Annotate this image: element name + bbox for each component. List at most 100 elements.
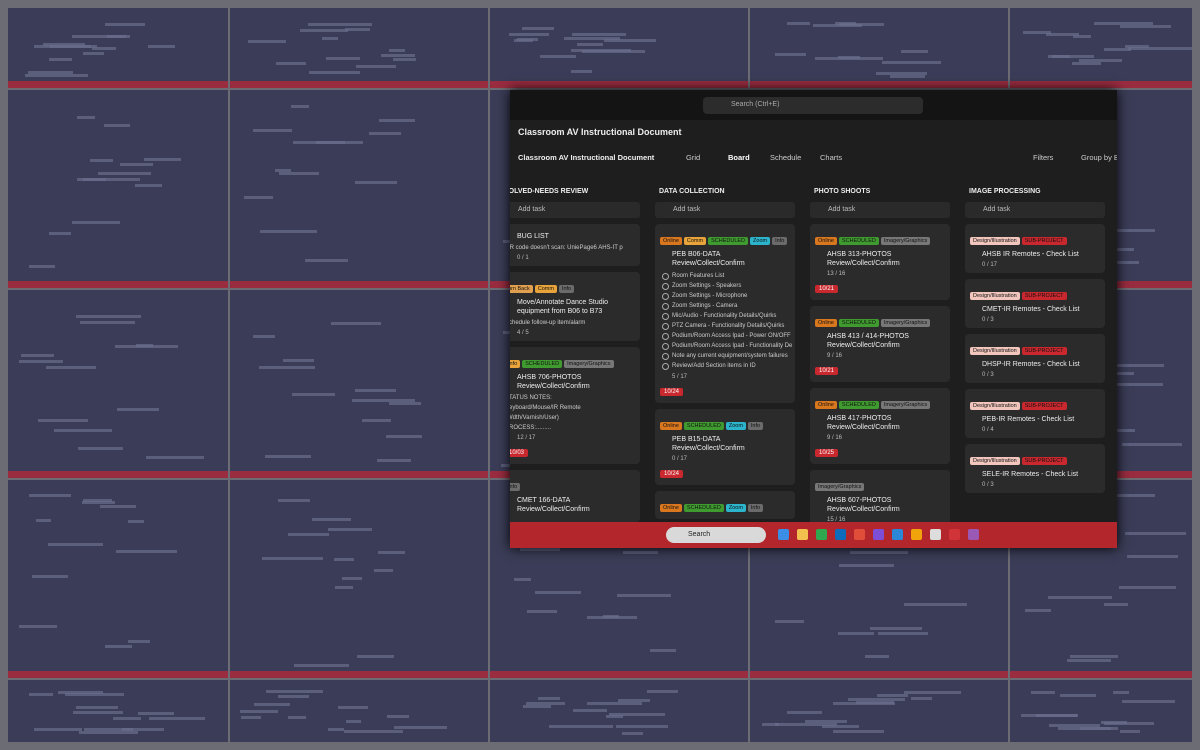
label: Design/Illustration: [970, 237, 1020, 245]
add-task-button[interactable]: Add task: [655, 202, 795, 218]
due-date: 10/24: [660, 388, 684, 396]
label-row: Design/Illustration SUB-PROJECT: [970, 284, 1100, 302]
label: Zoom: [725, 504, 746, 512]
taskbar-search[interactable]: Search: [666, 527, 766, 543]
label-row: Online SCHEDULED Imagery/Graphics: [815, 311, 945, 329]
task-card[interactable]: Online Comm SCHEDULED Zoom Info PEB B06-DATA …: [655, 224, 795, 403]
checklist-progress: 0 / 3: [982, 372, 994, 378]
background-tile: [8, 680, 228, 742]
label-row: InfoSCHEDULEDImagery/Graphics: [510, 352, 635, 370]
checklist-item[interactable]: Mic/Audio - Functionality Details/Quirks: [660, 311, 790, 321]
taskbar-icon[interactable]: [930, 529, 941, 540]
view-tab[interactable]: Schedule: [770, 153, 802, 162]
taskbar-icon[interactable]: [911, 529, 922, 540]
task-card[interactable]: InfoSCHEDULEDImagery/Graphics AHSB 706-PH…: [510, 347, 640, 464]
taskbar-icon[interactable]: [873, 529, 884, 540]
add-task-button[interactable]: Add task: [810, 202, 950, 218]
taskbar-icon[interactable]: [797, 529, 808, 540]
board-column: IMAGE PROCESSING Add task Design/Illustrat…: [965, 188, 1105, 522]
view-tab[interactable]: Grid: [686, 153, 701, 162]
group-by-button[interactable]: Group by B: [1081, 153, 1117, 162]
card-title: PEB B15-DATA Review/Collect/Confirm: [672, 436, 745, 452]
task-card[interactable]: Design/Illustration SUB-PROJECT AHSB IR Re…: [965, 224, 1105, 273]
taskbar-icon[interactable]: [835, 529, 846, 540]
taskbar-icon[interactable]: [968, 529, 979, 540]
taskbar-icon[interactable]: [816, 529, 827, 540]
checklist-progress: 9 / 16: [827, 353, 843, 359]
task-card[interactable]: Online SCHEDULED Imagery/Graphics AHSB 413 …: [810, 306, 950, 382]
card-note: PROCESS:.........: [510, 425, 552, 431]
taskbar-icon[interactable]: [949, 529, 960, 540]
task-card[interactable]: Imagery/Graphics AHSB 607-PHOTOS Review/C…: [810, 470, 950, 522]
due-date: 10/03: [510, 449, 529, 457]
checklist-progress: 9 / 16: [827, 435, 843, 441]
label-row: Design/Illustration SUB-PROJECT: [970, 229, 1100, 247]
task-card[interactable]: urn Back Comm Info Move/Annotate Dance Stud…: [510, 272, 640, 341]
label: Design/Illustration: [970, 347, 1020, 355]
add-task-button[interactable]: Add task: [510, 202, 640, 218]
checklist-progress: 0 / 3: [982, 317, 994, 323]
board-column: SOLVED-NEEDS REVIEW Add task BUG LIST QR co…: [510, 188, 640, 522]
checklist-item[interactable]: Podium/Room Access Ipad - Power ON/OFF: [660, 331, 791, 341]
label: Imagery/Graphics: [815, 483, 865, 491]
checklist-item[interactable]: Zoom Settings - Camera: [660, 301, 790, 311]
label: Online: [815, 401, 837, 409]
label: SCHEDULED: [683, 422, 724, 430]
card-note: Schedule follow-up item/alarm: [510, 320, 586, 326]
task-card[interactable]: Design/Illustration SUB-PROJECT DHSP-IR Re…: [965, 334, 1105, 383]
label: Imagery/Graphics: [880, 319, 931, 327]
label: SUB-PROJECT: [1021, 457, 1067, 465]
task-card[interactable]: Online SCHEDULED Zoom Info: [655, 491, 795, 519]
card-title: AHSB 607-PHOTOS Review/Collect/Confirm: [827, 497, 900, 513]
task-card[interactable]: Info CMET 166-DATA Review/Collect/Confirm: [510, 470, 640, 522]
add-task-button[interactable]: Add task: [965, 202, 1105, 218]
checklist-item[interactable]: Room Features List: [660, 271, 790, 281]
checklist-item[interactable]: Podium/Room Access Ipad - Functionality …: [660, 341, 792, 351]
task-card[interactable]: BUG LIST QR code doesn't scan: UniePage6 …: [510, 224, 640, 266]
card-title: AHSB 413 / 414-PHOTOS Review/Collect/Con…: [827, 333, 909, 349]
label: Online: [660, 237, 682, 245]
task-card[interactable]: Design/Illustration SUB-PROJECT SELE-IR Re…: [965, 444, 1105, 493]
due-date: 10/25: [815, 449, 839, 457]
label-row: Design/Illustration SUB-PROJECT: [970, 339, 1100, 357]
taskbar-icon[interactable]: [778, 529, 789, 540]
card-title: DHSP-IR Remotes - Check List: [982, 361, 1080, 368]
label: Info: [772, 237, 788, 245]
taskbar-icon[interactable]: [854, 529, 865, 540]
checklist-item[interactable]: Review/Add Section items in ID: [660, 361, 790, 371]
taskbar: Search: [510, 522, 1117, 548]
label-row: urn Back Comm Info: [510, 277, 635, 295]
search-box[interactable]: Search (Ctrl+E): [703, 97, 923, 114]
view-tab[interactable]: Charts: [820, 153, 843, 162]
card-title: PEB B06-DATA Review/Collect/Confirm: [672, 251, 745, 267]
task-card[interactable]: Online SCHEDULED Imagery/Graphics AHSB 313-…: [810, 224, 950, 300]
label-row: Online SCHEDULED Zoom Info: [660, 414, 790, 432]
checklist-progress: 4 / 5: [517, 330, 529, 336]
card-note: QR code doesn't scan: UniePage6 AHS-IT p: [510, 245, 623, 251]
label-row: Imagery/Graphics: [815, 475, 945, 493]
checklist-item[interactable]: Zoom Settings - Speakers: [660, 281, 790, 291]
checklist-item[interactable]: PTZ Camera - Functionality Details/Quirk…: [660, 321, 790, 331]
checklist-progress: 0 / 3: [982, 482, 994, 488]
label-row: Info: [510, 475, 635, 493]
background-tile: [230, 8, 488, 88]
card-note: Keyboard/Mouse/IR Remote: [510, 405, 581, 411]
card-title: AHSB 706-PHOTOS Review/Collect/Confirm: [517, 374, 590, 390]
checklist-item[interactable]: Note any current equipment/system failur…: [660, 351, 790, 361]
task-card[interactable]: Design/Illustration SUB-PROJECT PEB-IR Rem…: [965, 389, 1105, 438]
view-tab[interactable]: Board: [728, 153, 750, 162]
task-card[interactable]: Online SCHEDULED Imagery/Graphics AHSB 417-…: [810, 388, 950, 464]
label-row: Online SCHEDULED Imagery/Graphics: [815, 393, 945, 411]
toolbar: Classroom AV Instructional Document Grid…: [518, 153, 1117, 167]
taskbar-icon[interactable]: [892, 529, 903, 540]
column-header: PHOTO SHOOTS: [814, 188, 871, 195]
label: SUB-PROJECT: [1021, 347, 1067, 355]
plan-name[interactable]: Classroom AV Instructional Document: [518, 153, 655, 162]
task-card[interactable]: Design/Illustration SUB-PROJECT CMET-IR Re…: [965, 279, 1105, 328]
label: Comm: [534, 285, 557, 293]
label: Imagery/Graphics: [564, 360, 614, 368]
task-card[interactable]: Online SCHEDULED Zoom Info PEB B15-DATA Revi…: [655, 409, 795, 485]
filters-button[interactable]: Filters: [1033, 153, 1054, 162]
checklist-item[interactable]: Zoom Settings - Microphone: [660, 291, 790, 301]
